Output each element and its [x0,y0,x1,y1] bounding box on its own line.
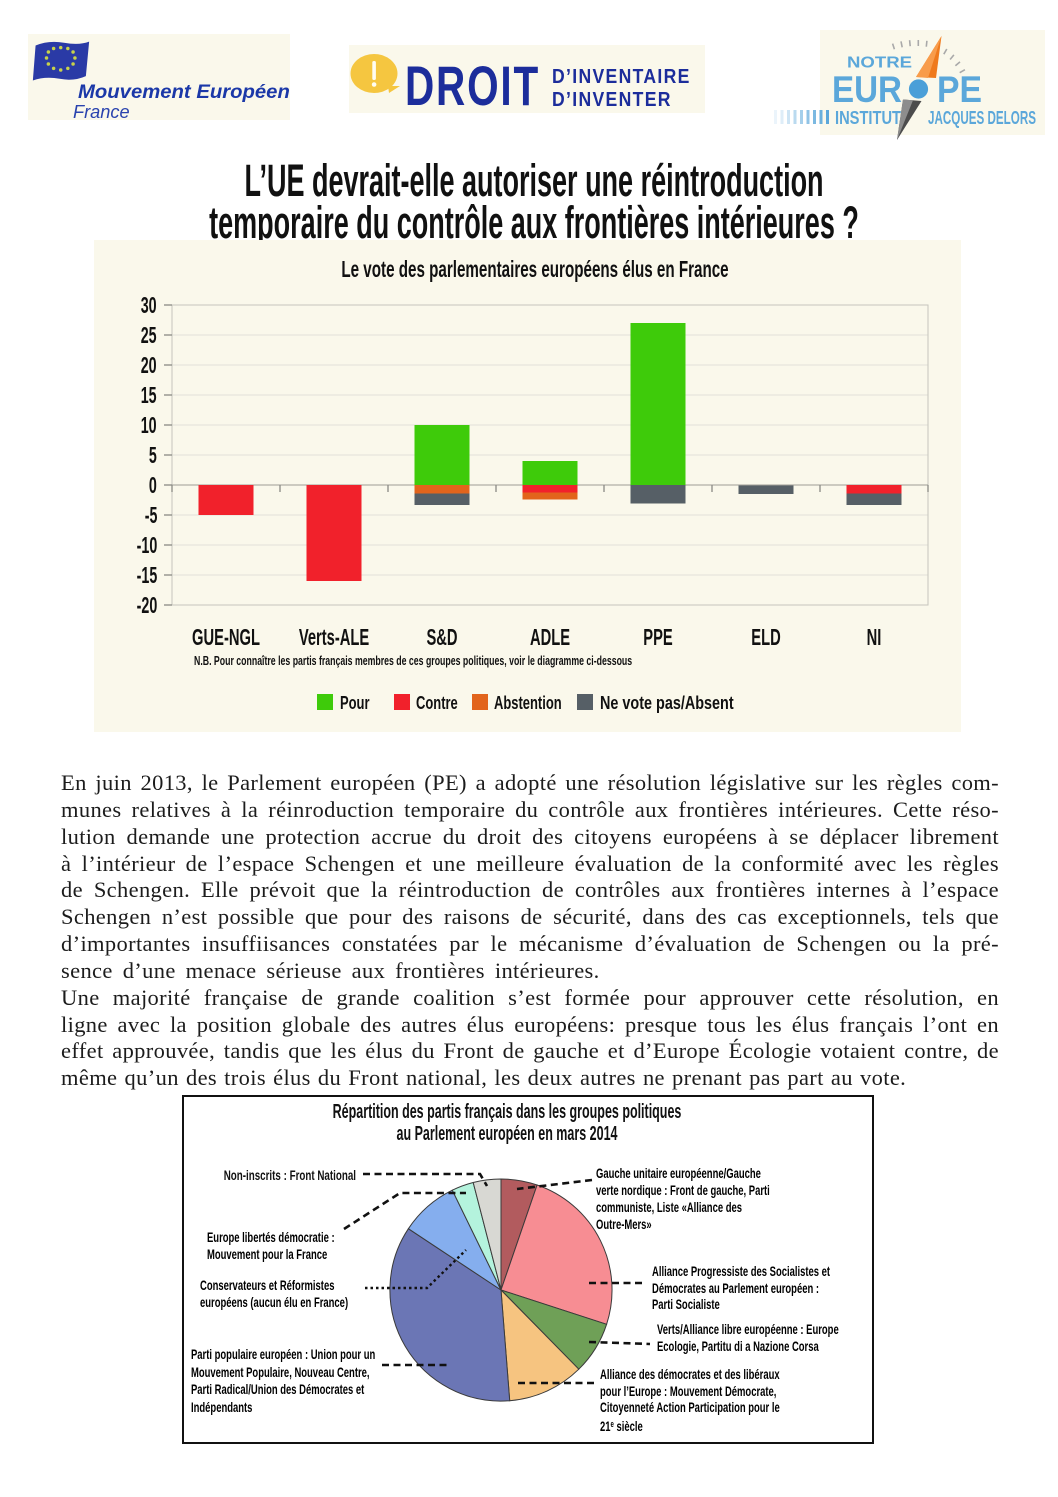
svg-text:INSTITUT: INSTITUT [835,108,901,128]
svg-text:NOTRE: NOTRE [847,55,912,72]
svg-text:EUR: EUR [832,69,902,110]
svg-text:PE: PE [937,69,982,110]
svg-text:JACQUES DELORS: JACQUES DELORS [928,108,1036,128]
